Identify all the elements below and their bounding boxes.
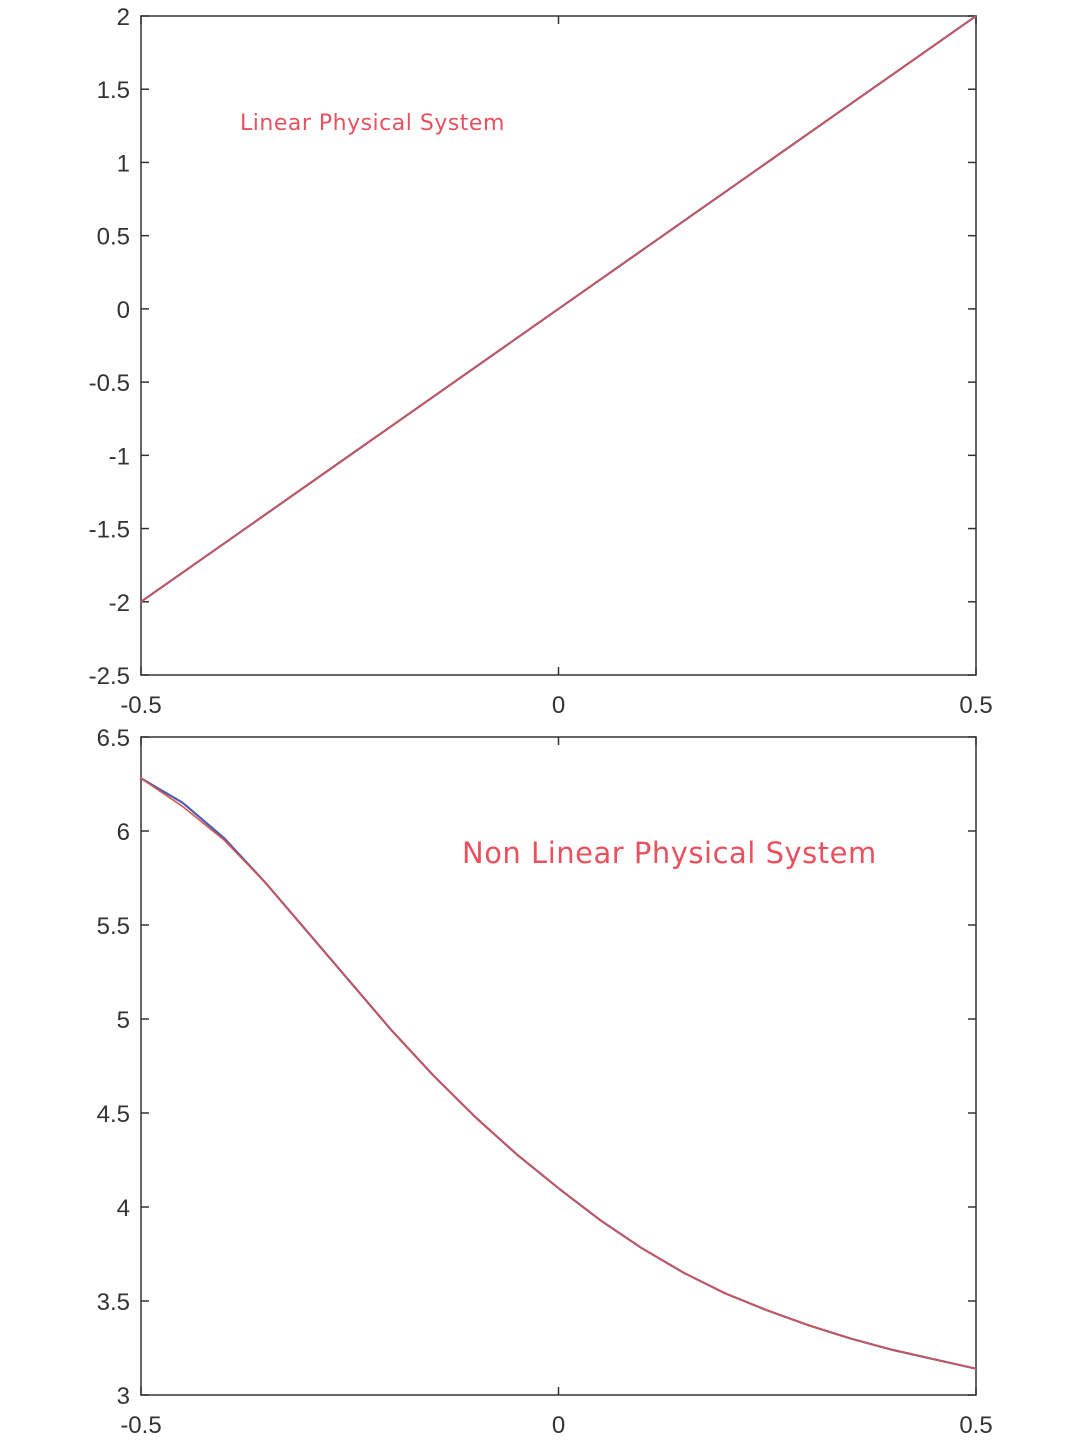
bottom-plot-panel: 3 3.5 4 4.5 5 5.5 6 6.5 -0.5 0 0.5 Non Linear Physi… (97, 725, 993, 1439)
y-tick-label: -1.5 (89, 517, 130, 544)
y-tick-label: 5.5 (97, 913, 130, 940)
y-tick-label: 6 (117, 819, 130, 846)
x-tick-label: 0.5 (959, 692, 992, 719)
y-tick-label: -0.5 (89, 370, 130, 397)
y-tick-label: -2.5 (89, 663, 130, 690)
y-tick-label: 3 (117, 1383, 130, 1410)
y-tick-label: 6.5 (97, 725, 130, 752)
y-tick-label: 1.5 (97, 77, 130, 104)
y-tick-label: 3.5 (97, 1289, 130, 1316)
x-tick-label: 0 (552, 692, 565, 719)
y-tick-label: 4.5 (97, 1101, 130, 1128)
chart-annotation: Non Linear Physical System (462, 836, 877, 870)
y-tick-label: 5 (117, 1007, 130, 1034)
top-plot-panel: -2.5 -2 -1.5 -1 -0.5 0 0.5 1 1.5 2 -0.5 0 0.5 Linear … (89, 4, 993, 719)
y-tick-label: -2 (109, 590, 130, 617)
series-line-red (140, 15, 977, 603)
chart-annotation: Linear Physical System (240, 111, 505, 136)
x-tick-label: -0.5 (120, 1412, 161, 1439)
y-tick-label: -1 (109, 443, 130, 470)
y-tick-label: 0.5 (97, 224, 130, 251)
x-tick-label: -0.5 (120, 692, 161, 719)
y-tick-label: 0 (117, 297, 130, 324)
x-tick-label: 0 (552, 1412, 565, 1439)
series-line-red (140, 777, 977, 1370)
y-tick-label: 2 (117, 4, 130, 31)
y-tick-label: 4 (117, 1195, 130, 1222)
y-tick-label: 1 (117, 150, 130, 177)
x-tick-label: 0.5 (959, 1412, 992, 1439)
